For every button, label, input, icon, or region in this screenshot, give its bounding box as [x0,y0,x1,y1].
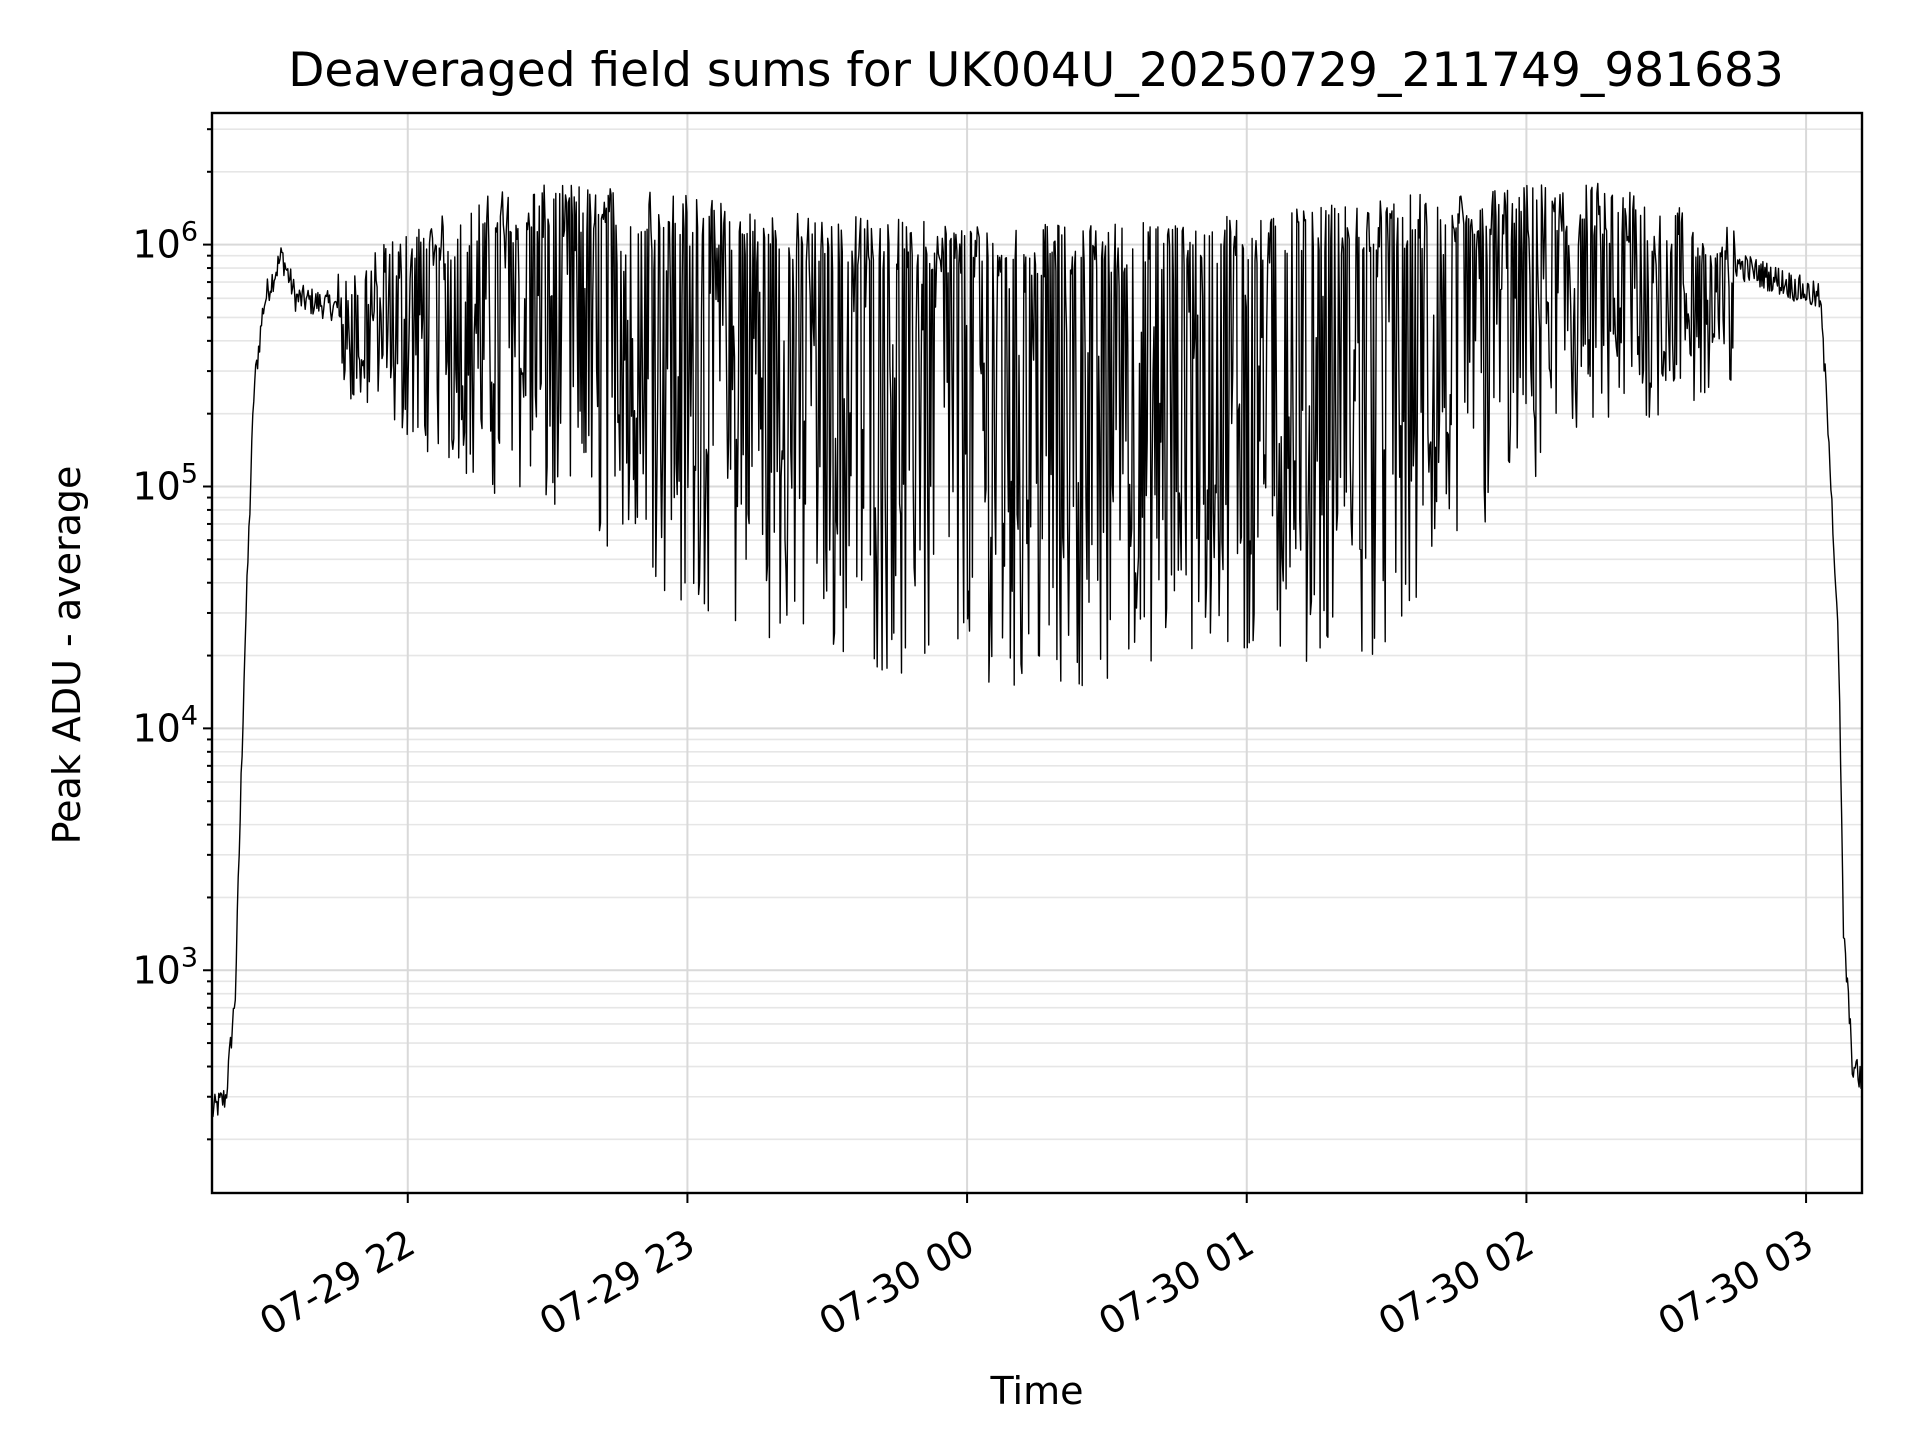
chart-title: Deaveraged field sums for UK004U_2025072… [288,43,1784,98]
y-axis-label: Peak ADU - average [45,466,89,845]
y-tick-label: 103 [132,942,198,992]
plot-frame [210,111,1864,1195]
y-tick-label: 105 [132,458,198,508]
series-line [211,182,1863,1118]
y-tick-label: 106 [132,217,198,267]
y-tick-label: 104 [132,700,198,750]
x-axis-label: Time [990,1369,1084,1413]
